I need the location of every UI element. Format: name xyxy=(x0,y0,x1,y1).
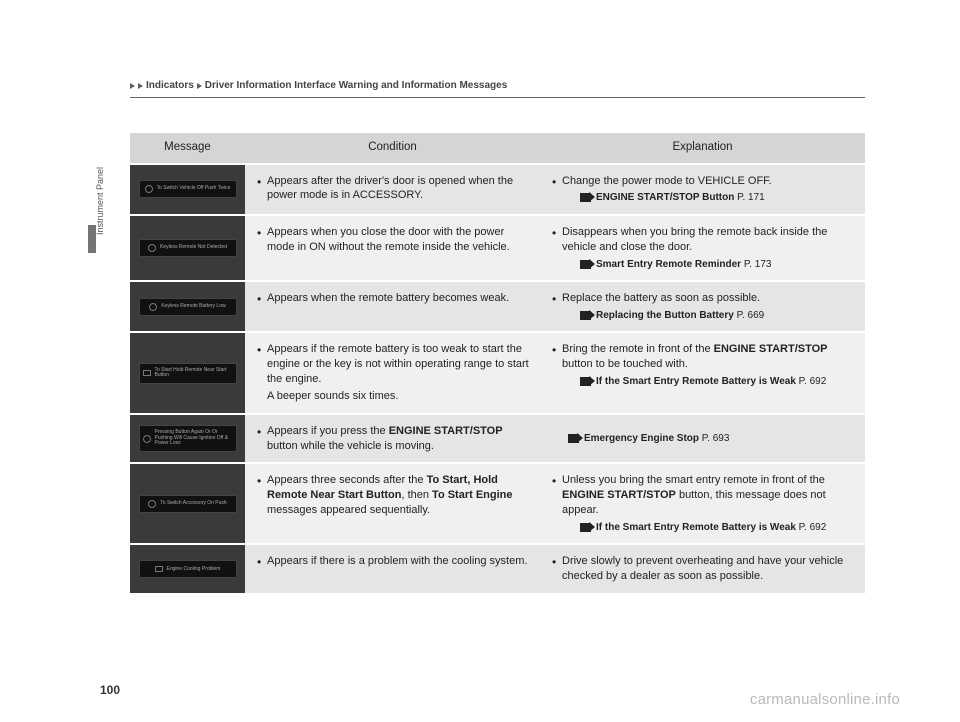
dash-indicator-text: To Switch Vehicle Off Push Twice xyxy=(157,186,231,192)
arrow-icon xyxy=(580,260,591,269)
col-message: Message xyxy=(130,133,245,165)
condition-cell: Appears after the driver's door is opene… xyxy=(245,165,540,216)
explanation-cell: Bring the remote in front of the ENGINE … xyxy=(540,333,865,414)
cross-reference: Emergency Engine Stop P. 693 xyxy=(568,432,855,446)
table-row: Keyless Remote Not Detected Appears when … xyxy=(130,216,865,282)
condition-cell: Appears three seconds after the To Start… xyxy=(245,464,540,545)
circle-icon xyxy=(149,303,157,311)
message-cell: To Switch Accessory On Push xyxy=(130,464,245,545)
dash-indicator-text: Engine Cooling Problem xyxy=(167,567,221,573)
arrow-icon xyxy=(568,434,579,443)
explanation-cell: Change the power mode to VEHICLE OFF.ENG… xyxy=(540,165,865,216)
arrow-icon xyxy=(580,193,591,202)
message-cell: Keyless Remote Not Detected xyxy=(130,216,245,282)
explanation-text: Unless you bring the smart entry remote … xyxy=(550,473,855,534)
condition-text: Appears if the remote battery is too wea… xyxy=(255,342,530,403)
condition-cell: Appears if there is a problem with the c… xyxy=(245,545,540,595)
arrow-icon xyxy=(580,523,591,532)
circle-icon xyxy=(148,500,156,508)
col-explanation: Explanation xyxy=(540,133,865,165)
reference-text: If the Smart Entry Remote Battery is Wea… xyxy=(596,521,826,535)
message-cell: To Start Hold Remote Near Start Button xyxy=(130,333,245,414)
condition-cell: Appears when the remote battery becomes … xyxy=(245,282,540,333)
condition-cell: Appears if you press the ENGINE START/ST… xyxy=(245,415,540,465)
table-row: Pressing Button Again Or Or Pushing Will… xyxy=(130,415,865,465)
dash-indicator-icon: To Switch Vehicle Off Push Twice xyxy=(139,180,237,198)
triangle-icon xyxy=(130,83,135,89)
dash-indicator-text: Pressing Button Again Or Or Pushing Will… xyxy=(155,430,233,447)
dash-indicator-icon: To Start Hold Remote Near Start Button xyxy=(139,363,237,384)
breadcrumb-part2: Driver Information Interface Warning and… xyxy=(205,80,507,91)
dash-indicator-icon: Engine Cooling Problem xyxy=(139,560,237,578)
dash-indicator-text: To Switch Accessory On Push xyxy=(160,501,226,507)
cross-reference: Smart Entry Remote Reminder P. 173 xyxy=(580,258,855,272)
breadcrumb: Indicators Driver Information Interface … xyxy=(130,80,865,91)
page-number: 100 xyxy=(100,683,120,697)
dash-indicator-icon: To Switch Accessory On Push xyxy=(139,495,237,513)
reference-text: If the Smart Entry Remote Battery is Wea… xyxy=(596,375,826,389)
table-row: To Switch Accessory On Push Appears three… xyxy=(130,464,865,545)
dash-indicator-icon: Keyless Remote Not Detected xyxy=(139,239,237,257)
message-cell: To Switch Vehicle Off Push Twice xyxy=(130,165,245,216)
message-cell: Keyless Remote Battery Low xyxy=(130,282,245,333)
condition-extra: A beeper sounds six times. xyxy=(267,389,530,404)
explanation-text: Drive slowly to prevent overheating and … xyxy=(550,554,855,584)
circle-icon xyxy=(143,435,151,443)
condition-text: Appears after the driver's door is opene… xyxy=(255,174,530,204)
circle-icon xyxy=(148,244,156,252)
explanation-text: Replace the battery as soon as possible.… xyxy=(550,291,855,322)
condition-text: Appears when you close the door with the… xyxy=(255,225,530,255)
breadcrumb-part1: Indicators xyxy=(146,80,194,91)
messages-table: Message Condition Explanation To Switch … xyxy=(130,133,865,595)
triangle-icon xyxy=(197,83,202,89)
table-row: Keyless Remote Battery Low Appears when t… xyxy=(130,282,865,333)
table-row: To Switch Vehicle Off Push Twice Appears … xyxy=(130,165,865,216)
manual-page: Indicators Driver Information Interface … xyxy=(0,0,960,625)
cross-reference: If the Smart Entry Remote Battery is Wea… xyxy=(580,375,855,389)
message-cell: Pressing Button Again Or Or Pushing Will… xyxy=(130,415,245,465)
cross-reference: Replacing the Button Battery P. 669 xyxy=(580,309,855,323)
condition-text: Appears when the remote battery becomes … xyxy=(255,291,530,306)
explanation-cell: Emergency Engine Stop P. 693 xyxy=(540,415,865,465)
circle-icon xyxy=(145,185,153,193)
reference-text: Smart Entry Remote Reminder P. 173 xyxy=(596,258,771,272)
condition-text: Appears three seconds after the To Start… xyxy=(255,473,530,518)
col-condition: Condition xyxy=(245,133,540,165)
explanation-text: Change the power mode to VEHICLE OFF.ENG… xyxy=(550,174,855,205)
square-icon xyxy=(155,566,163,572)
dash-indicator-text: To Start Hold Remote Near Start Button xyxy=(155,368,233,379)
reference-text: Emergency Engine Stop P. 693 xyxy=(584,432,729,446)
explanation-text: Bring the remote in front of the ENGINE … xyxy=(550,342,855,388)
divider xyxy=(130,97,865,98)
side-section-label: Instrument Panel xyxy=(95,167,105,235)
condition-text: Appears if there is a problem with the c… xyxy=(255,554,530,569)
dash-indicator-text: Keyless Remote Not Detected xyxy=(160,245,227,251)
dash-indicator-icon: Keyless Remote Battery Low xyxy=(139,298,237,316)
condition-cell: Appears when you close the door with the… xyxy=(245,216,540,282)
arrow-icon xyxy=(580,377,591,386)
dash-indicator-text: Keyless Remote Battery Low xyxy=(161,304,225,310)
triangle-icon xyxy=(138,83,143,89)
condition-cell: Appears if the remote battery is too wea… xyxy=(245,333,540,414)
table-row: Engine Cooling Problem Appears if there i… xyxy=(130,545,865,595)
dash-indicator-icon: Pressing Button Again Or Or Pushing Will… xyxy=(139,425,237,452)
square-icon xyxy=(143,370,151,376)
table-row: To Start Hold Remote Near Start Button Ap… xyxy=(130,333,865,414)
message-cell: Engine Cooling Problem xyxy=(130,545,245,595)
explanation-cell: Replace the battery as soon as possible.… xyxy=(540,282,865,333)
condition-text: Appears if you press the ENGINE START/ST… xyxy=(255,424,530,454)
reference-text: ENGINE START/STOP Button P. 171 xyxy=(596,191,765,205)
explanation-cell: Disappears when you bring the remote bac… xyxy=(540,216,865,282)
explanation-text: Disappears when you bring the remote bac… xyxy=(550,225,855,271)
explanation-cell: Drive slowly to prevent overheating and … xyxy=(540,545,865,595)
cross-reference: If the Smart Entry Remote Battery is Wea… xyxy=(580,521,855,535)
arrow-icon xyxy=(580,311,591,320)
watermark: carmanualsonline.info xyxy=(750,691,900,708)
reference-text: Replacing the Button Battery P. 669 xyxy=(596,309,764,323)
cross-reference: ENGINE START/STOP Button P. 171 xyxy=(580,191,855,205)
explanation-cell: Unless you bring the smart entry remote … xyxy=(540,464,865,545)
